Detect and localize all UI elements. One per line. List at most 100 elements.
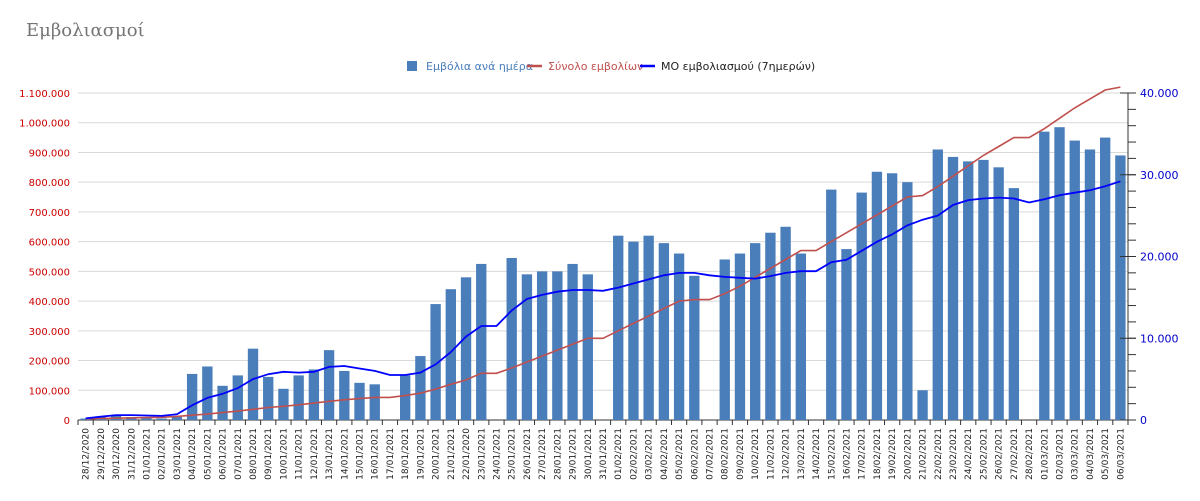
daily-bar xyxy=(400,375,411,420)
daily-bar xyxy=(978,159,989,421)
daily-bar xyxy=(202,366,213,420)
daily-bar xyxy=(156,418,167,420)
x-tick-label: 15/02/2021 xyxy=(827,428,837,480)
daily-bar xyxy=(673,253,685,420)
x-tick-label: 23/01/2021 xyxy=(477,428,487,480)
x-tick-label: 09/01/2021 xyxy=(264,428,274,480)
x-tick-label: 20/02/2021 xyxy=(903,428,913,480)
daily-bar xyxy=(1100,137,1111,420)
left-tick-label: 300.000 xyxy=(29,327,70,338)
x-tick-label: 24/02/2021 xyxy=(964,428,974,480)
x-tick-label: 28/01/2021 xyxy=(553,428,563,480)
daily-bar xyxy=(186,373,198,420)
x-tick-label: 15/01/2021 xyxy=(356,428,366,480)
daily-bar xyxy=(902,182,913,420)
x-tick-label: 30/01/2021 xyxy=(584,428,594,480)
x-tick-label: 12/02/2021 xyxy=(782,428,792,480)
x-tick-label: 28/12/2020 xyxy=(82,428,92,480)
x-tick-label: 21/02/2021 xyxy=(919,428,929,480)
x-tick-label: 26/01/2021 xyxy=(523,428,533,480)
daily-bar xyxy=(963,161,974,420)
left-tick-label: 800.000 xyxy=(29,178,70,189)
x-tick-label: 01/03/2021 xyxy=(1040,428,1050,480)
right-tick-label: 10.000 xyxy=(1140,332,1179,345)
x-tick-label: 10/01/2021 xyxy=(279,428,289,480)
x-tick-label: 31/12/2020 xyxy=(127,428,137,480)
x-tick-label: 04/02/2021 xyxy=(660,428,670,480)
right-tick-label: 40.000 xyxy=(1140,87,1179,100)
x-tick-label: 03/01/2021 xyxy=(173,428,183,480)
x-tick-label: 06/03/2021 xyxy=(1116,428,1126,480)
daily-bar xyxy=(323,350,335,420)
right-tick-label: 0 xyxy=(1140,414,1147,427)
x-axis: 28/12/2020 29/12/2020 30/12/2020 31/12/2020… xyxy=(77,420,1129,480)
daily-bar xyxy=(232,375,243,420)
legend-item-daily[interactable]: Εμβόλια ανά ημέρα xyxy=(407,60,533,73)
daily-bar xyxy=(917,390,928,420)
x-tick-label: 14/02/2021 xyxy=(812,428,822,480)
daily-bar xyxy=(613,235,624,420)
x-tick-label: 11/02/2021 xyxy=(766,428,776,480)
daily-bar xyxy=(263,376,274,420)
left-tick-label: 900.000 xyxy=(29,148,70,159)
daily-bar xyxy=(658,243,670,420)
x-tick-label: 10/02/2021 xyxy=(751,428,761,480)
x-tick-label: 25/01/2021 xyxy=(508,428,518,480)
x-tick-label: 19/01/2021 xyxy=(416,428,426,480)
daily-bar xyxy=(1069,140,1080,420)
daily-bar xyxy=(1054,127,1065,420)
daily-bar xyxy=(643,235,654,420)
daily-bar xyxy=(369,384,380,420)
x-tick-label: 04/03/2021 xyxy=(1086,428,1096,480)
daily-bar xyxy=(1084,149,1096,420)
x-tick-label: 07/02/2021 xyxy=(706,428,716,480)
daily-bar xyxy=(217,385,228,420)
daily-bar xyxy=(947,156,959,420)
daily-bar xyxy=(247,348,259,420)
right-tick-label: 20.000 xyxy=(1140,251,1179,264)
x-tick-label: 19/02/2021 xyxy=(888,428,898,480)
daily-bar xyxy=(582,274,593,420)
left-tick-label: 1.000.000 xyxy=(19,119,70,130)
daily-bar xyxy=(506,257,517,420)
daily-bar xyxy=(308,369,320,420)
daily-bar xyxy=(415,356,426,420)
x-tick-label: 30/12/2020 xyxy=(112,428,122,480)
left-axis: 0 100.000 200.000 300.000 400.000 500.000 600.… xyxy=(19,89,70,427)
x-tick-label: 06/01/2021 xyxy=(219,428,229,480)
x-tick-label: 27/02/2021 xyxy=(1010,428,1020,480)
daily-bar xyxy=(932,149,943,420)
x-tick-label: 31/01/2021 xyxy=(599,428,609,480)
daily-bar xyxy=(339,370,350,420)
x-tick-label: 17/01/2021 xyxy=(386,428,396,480)
legend-item-ma7[interactable]: ΜΟ εμβολιασμού (7ημερών) xyxy=(640,60,815,73)
daily-bar xyxy=(567,263,578,420)
x-tick-label: 22/02/2021 xyxy=(934,428,944,480)
x-tick-label: 24/01/2021 xyxy=(492,428,502,480)
left-tick-label: 0 xyxy=(64,416,70,427)
daily-bar xyxy=(689,275,700,420)
daily-bar xyxy=(856,192,867,420)
daily-bar xyxy=(171,417,183,420)
x-tick-label: 17/02/2021 xyxy=(858,428,868,480)
ma7-line xyxy=(85,180,1121,420)
x-tick-label: 18/01/2021 xyxy=(401,428,411,480)
daily-bar xyxy=(780,226,791,420)
x-tick-label: 26/02/2021 xyxy=(995,428,1005,480)
daily-bar xyxy=(1039,131,1050,421)
x-tick-label: 25/02/2021 xyxy=(979,428,989,480)
daily-bar xyxy=(886,173,898,420)
daily-bar xyxy=(141,417,152,420)
legend-swatch xyxy=(407,61,417,71)
total-line xyxy=(85,86,1121,420)
legend-label: ΜΟ εμβολιασμού (7ημερών) xyxy=(661,60,815,73)
x-tick-label: 12/01/2021 xyxy=(310,428,320,480)
x-tick-label: 07/01/2021 xyxy=(234,428,244,480)
legend-item-total[interactable]: Σύνολο εμβολίων xyxy=(527,60,643,73)
x-tick-label: 01/01/2021 xyxy=(142,428,152,480)
daily-bar xyxy=(521,274,533,420)
daily-bar xyxy=(445,289,456,420)
legend[interactable]: Εμβόλια ανά ημέρα Σύνολο εμβολίων ΜΟ εμβολ… xyxy=(407,60,815,73)
daily-bar xyxy=(795,253,806,420)
legend-label: Σύνολο εμβολίων xyxy=(548,60,643,73)
